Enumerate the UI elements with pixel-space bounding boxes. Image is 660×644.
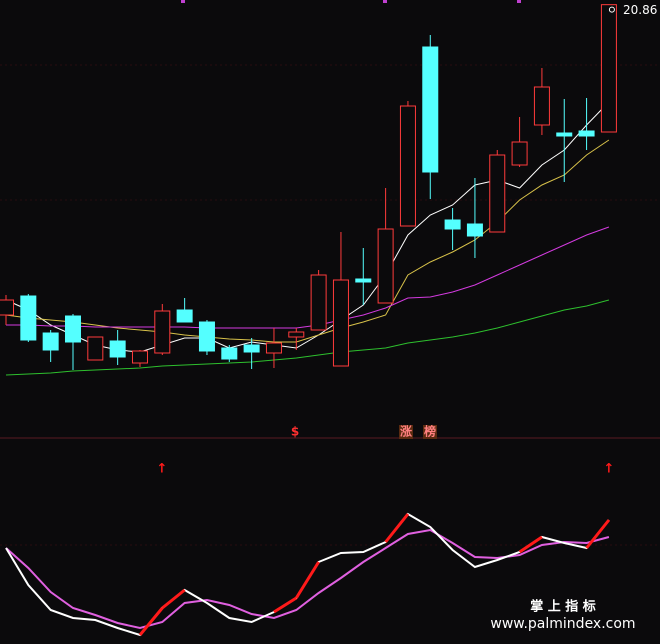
candle-body	[466, 223, 483, 237]
candle-body	[556, 132, 573, 137]
candle-body	[355, 278, 372, 283]
watermark-url: www.palmindex.com	[490, 616, 635, 632]
candle-body	[288, 331, 305, 338]
marker-dot	[517, 0, 521, 3]
badge	[423, 425, 437, 439]
line	[5, 299, 610, 376]
candle-body	[265, 342, 282, 354]
price-pointer	[608, 6, 615, 13]
candle-body	[600, 4, 617, 133]
candle-body	[154, 310, 171, 354]
candle-body	[422, 46, 439, 173]
signal-text: $	[291, 425, 299, 439]
candle-body	[332, 279, 349, 367]
candle-body	[176, 309, 193, 323]
candle-body	[578, 130, 595, 137]
rise-segment	[161, 588, 186, 610]
signal-arrow: ↑	[157, 462, 168, 477]
candle-body	[533, 86, 550, 126]
candle-body	[131, 350, 148, 364]
rise-segment	[138, 607, 164, 636]
rise-segment	[384, 513, 410, 543]
signal-arrow: ↑	[604, 462, 615, 477]
price-label: 20.86	[623, 3, 657, 17]
candle-body	[221, 347, 238, 360]
watermark-title: 掌 上 指 标	[530, 599, 596, 615]
rise-segment	[585, 519, 611, 549]
candle-body	[489, 154, 506, 233]
candle-body	[511, 141, 528, 166]
marker-dot	[181, 0, 185, 3]
candle-body	[20, 295, 37, 341]
candle-body	[444, 219, 461, 230]
signal-text: 榜	[424, 424, 436, 439]
marker-dot	[383, 0, 387, 3]
candle-body	[0, 299, 14, 316]
rise-segment	[295, 561, 320, 599]
candle-body	[87, 336, 104, 361]
line	[5, 101, 610, 353]
watermark: 掌 上 指 标 www.palmindex.com	[490, 599, 635, 633]
candle-body	[64, 315, 81, 343]
candle-body	[310, 274, 327, 331]
candle-body	[399, 105, 416, 227]
rise-segment	[518, 535, 543, 554]
rise-segment	[273, 596, 298, 614]
badge	[399, 425, 413, 439]
candle-body	[243, 344, 260, 353]
signal-text: 涨	[400, 424, 412, 439]
candle-body	[377, 228, 394, 304]
line	[6, 226, 610, 329]
candle-body	[198, 321, 215, 352]
candle-body	[42, 332, 59, 351]
candle-body	[109, 340, 126, 358]
